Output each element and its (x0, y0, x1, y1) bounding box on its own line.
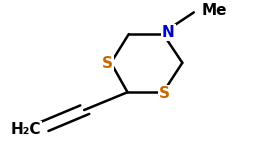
Text: H₂C: H₂C (10, 122, 41, 137)
Text: N: N (161, 25, 174, 40)
Text: Me: Me (201, 3, 226, 18)
Text: S: S (158, 86, 169, 101)
Text: S: S (101, 56, 112, 71)
